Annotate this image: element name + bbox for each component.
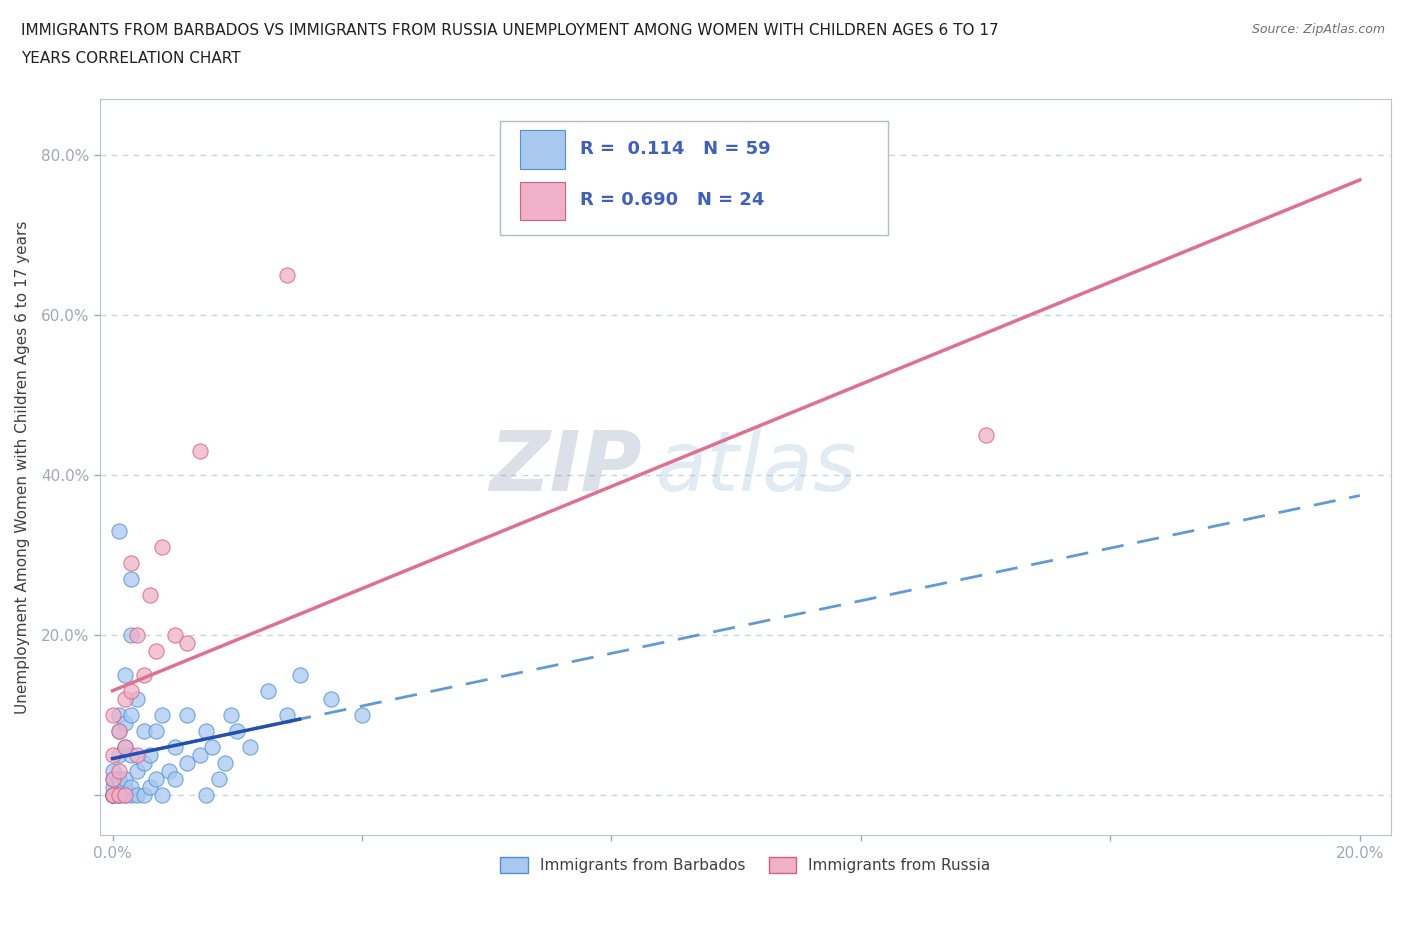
Point xyxy=(120,788,142,803)
Point xyxy=(107,788,129,803)
Text: ZIP: ZIP xyxy=(489,427,643,508)
Point xyxy=(127,628,149,643)
Point xyxy=(288,668,311,683)
Point xyxy=(101,788,124,803)
Bar xyxy=(520,182,565,220)
Point xyxy=(114,739,136,754)
FancyBboxPatch shape xyxy=(501,121,887,235)
Point xyxy=(132,756,155,771)
Point xyxy=(114,788,136,803)
Point xyxy=(101,788,124,803)
Point xyxy=(132,788,155,803)
Point xyxy=(120,572,142,587)
Point xyxy=(101,788,124,803)
Text: IMMIGRANTS FROM BARBADOS VS IMMIGRANTS FROM RUSSIA UNEMPLOYMENT AMONG WOMEN WITH: IMMIGRANTS FROM BARBADOS VS IMMIGRANTS F… xyxy=(21,23,998,38)
Point xyxy=(107,524,129,538)
Point xyxy=(107,772,129,787)
Point xyxy=(114,780,136,795)
Point xyxy=(152,708,174,723)
Point xyxy=(132,668,155,683)
Point xyxy=(201,739,224,754)
Point xyxy=(195,724,218,738)
Point xyxy=(120,780,142,795)
Point xyxy=(188,444,211,458)
Point xyxy=(145,724,167,738)
Point xyxy=(176,708,198,723)
Point xyxy=(114,668,136,683)
Text: R =  0.114   N = 59: R = 0.114 N = 59 xyxy=(581,140,770,158)
Point xyxy=(276,708,298,723)
Point xyxy=(127,788,149,803)
Point xyxy=(974,428,997,443)
Point xyxy=(195,788,218,803)
Text: R = 0.690   N = 24: R = 0.690 N = 24 xyxy=(581,192,765,209)
Point xyxy=(101,788,124,803)
Point xyxy=(239,739,262,754)
Text: YEARS CORRELATION CHART: YEARS CORRELATION CHART xyxy=(21,51,240,66)
Point xyxy=(101,788,124,803)
Point xyxy=(176,636,198,651)
Point xyxy=(139,588,162,603)
Point xyxy=(114,692,136,707)
Point xyxy=(127,748,149,763)
Y-axis label: Unemployment Among Women with Children Ages 6 to 17 years: Unemployment Among Women with Children A… xyxy=(15,220,30,713)
Point xyxy=(163,628,186,643)
Point xyxy=(132,724,155,738)
Point xyxy=(139,780,162,795)
Point xyxy=(107,708,129,723)
Point xyxy=(145,772,167,787)
Point xyxy=(101,764,124,778)
Legend: Immigrants from Barbados, Immigrants from Russia: Immigrants from Barbados, Immigrants fro… xyxy=(495,851,997,879)
Point xyxy=(107,788,129,803)
Point xyxy=(120,748,142,763)
Point xyxy=(114,716,136,731)
Point xyxy=(120,684,142,698)
Point xyxy=(163,772,186,787)
Point xyxy=(257,684,280,698)
Point xyxy=(107,724,129,738)
Point xyxy=(107,748,129,763)
Point xyxy=(188,748,211,763)
Point xyxy=(226,724,249,738)
Point xyxy=(145,644,167,658)
Point xyxy=(120,628,142,643)
Point xyxy=(163,739,186,754)
Text: Source: ZipAtlas.com: Source: ZipAtlas.com xyxy=(1251,23,1385,36)
Point xyxy=(107,764,129,778)
Point xyxy=(120,708,142,723)
Point xyxy=(152,788,174,803)
Point xyxy=(101,788,124,803)
Point xyxy=(101,748,124,763)
Point xyxy=(319,692,342,707)
Point xyxy=(127,764,149,778)
Point xyxy=(214,756,236,771)
Point xyxy=(276,268,298,283)
Point xyxy=(207,772,229,787)
Point xyxy=(350,708,373,723)
Point xyxy=(101,772,124,787)
Bar xyxy=(520,130,565,168)
Point xyxy=(114,772,136,787)
Point xyxy=(101,708,124,723)
Point xyxy=(157,764,180,778)
Point xyxy=(101,780,124,795)
Point xyxy=(107,724,129,738)
Point xyxy=(101,788,124,803)
Point xyxy=(107,788,129,803)
Point xyxy=(176,756,198,771)
Point xyxy=(219,708,242,723)
Point xyxy=(101,772,124,787)
Point xyxy=(114,739,136,754)
Text: atlas: atlas xyxy=(655,427,856,508)
Point xyxy=(120,555,142,570)
Point xyxy=(107,780,129,795)
Point xyxy=(127,692,149,707)
Point xyxy=(152,539,174,554)
Point xyxy=(139,748,162,763)
Point xyxy=(114,788,136,803)
